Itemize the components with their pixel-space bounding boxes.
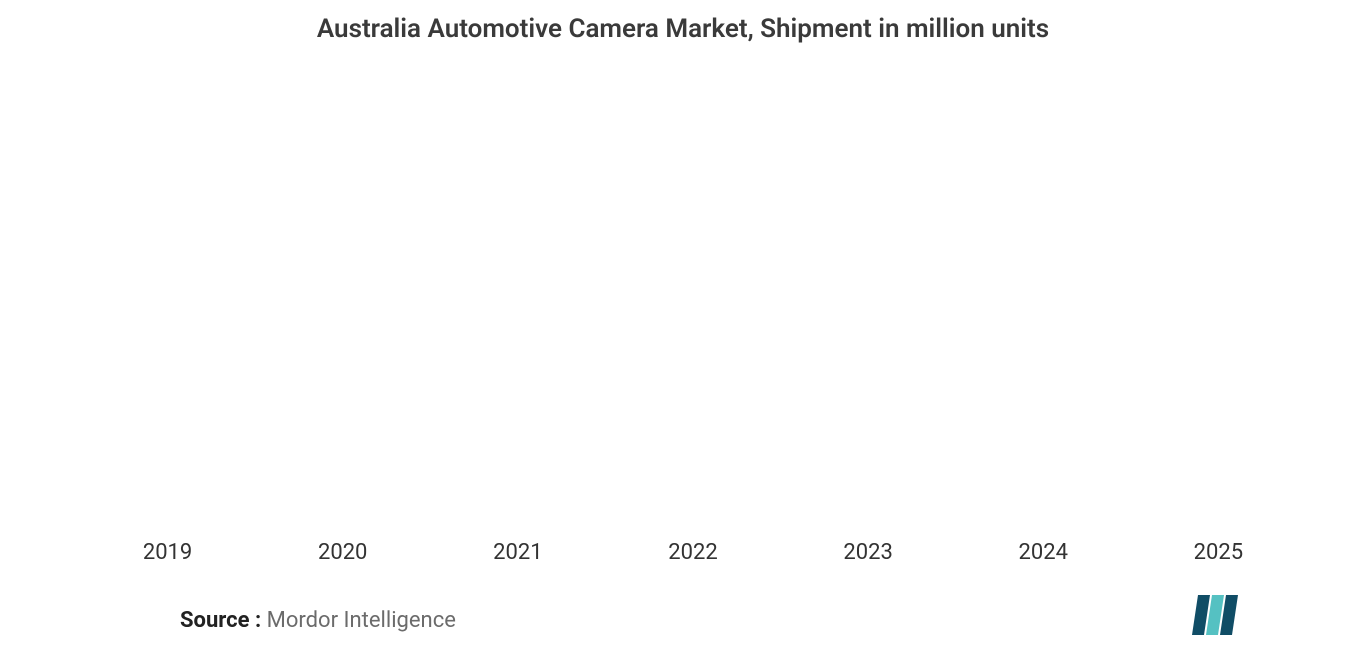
x-axis-label: 2019 (80, 540, 255, 565)
x-axis-label: 2025 (1131, 540, 1306, 565)
x-axis-label: 2023 (781, 540, 956, 565)
x-axis-label: 2020 (255, 540, 430, 565)
source-org: Mordor Intelligence (267, 608, 456, 633)
x-axis-labels: 2019202020212022202320242025 (80, 540, 1306, 565)
source-label: Source : (180, 608, 261, 633)
x-axis-label: 2022 (605, 540, 780, 565)
plot-area (80, 85, 1306, 525)
x-axis-label: 2021 (430, 540, 605, 565)
mordor-logo (1192, 595, 1246, 635)
x-axis-label: 2024 (956, 540, 1131, 565)
chart-title: Australia Automotive Camera Market, Ship… (0, 14, 1366, 44)
bar-chart: Australia Automotive Camera Market, Ship… (0, 0, 1366, 655)
source-footer: Source : Mordor Intelligence (180, 608, 456, 633)
